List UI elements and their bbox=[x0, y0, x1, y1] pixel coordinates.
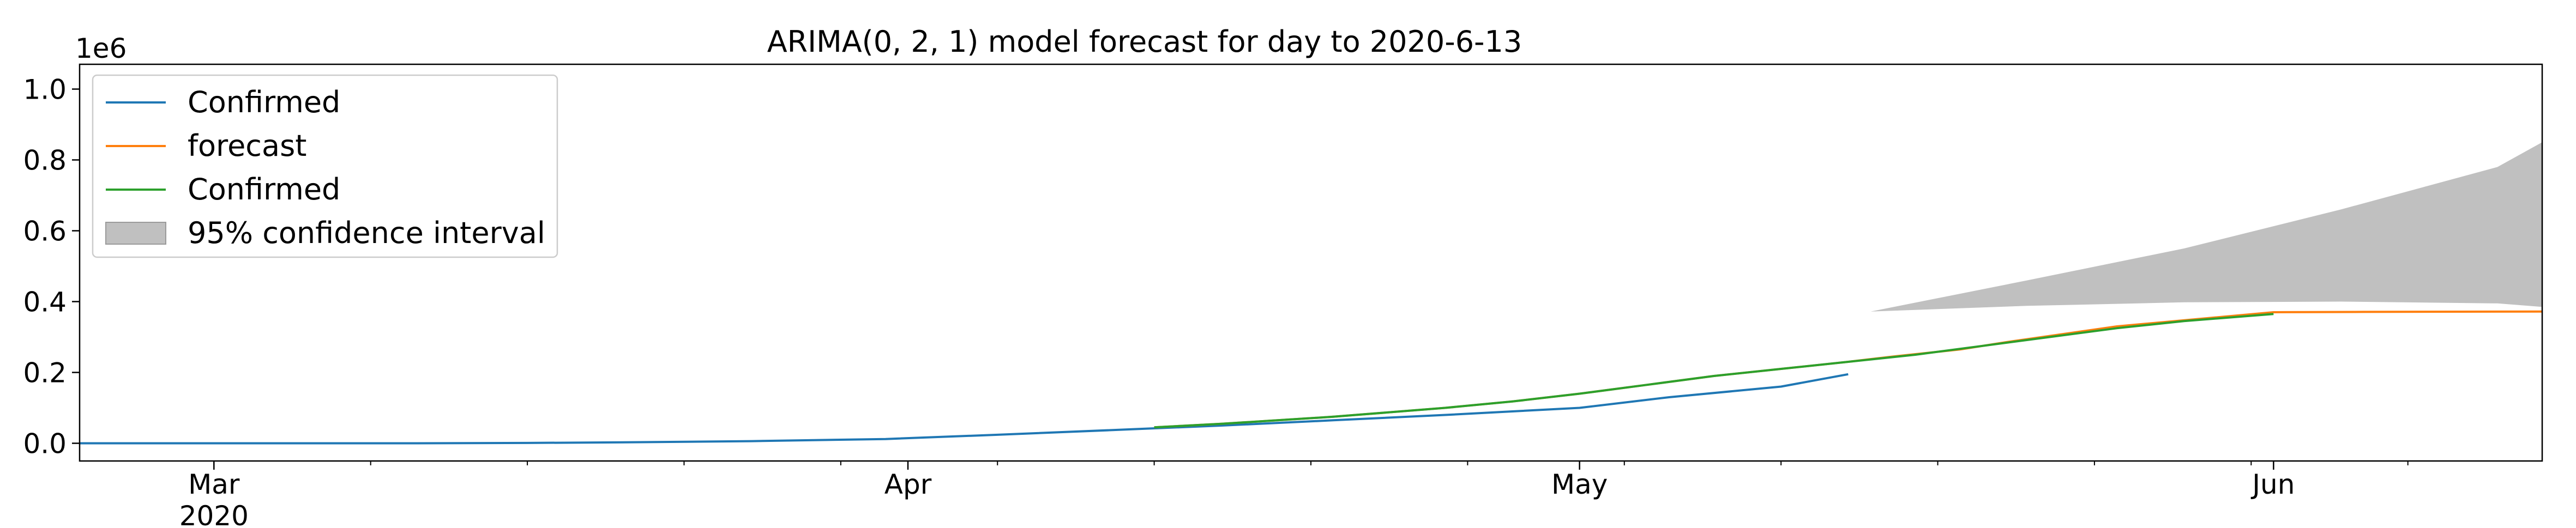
y-axis-offset-label: 1e6 bbox=[75, 33, 127, 64]
legend-label: Confirmed bbox=[188, 172, 340, 207]
series-line-3 bbox=[1154, 313, 2274, 429]
y-tick-label: 0.2 bbox=[23, 357, 67, 389]
y-tick-label: 0.4 bbox=[23, 287, 67, 318]
y-tick-label: 0.0 bbox=[23, 428, 67, 460]
x-tick-label: Apr bbox=[884, 469, 932, 500]
x-tick-label: May bbox=[1551, 469, 1608, 500]
x-tick-label: Mar bbox=[188, 469, 240, 500]
legend-label: Confirmed bbox=[188, 85, 340, 119]
legend-label: 95% confidence interval bbox=[188, 216, 545, 250]
chart-title: ARIMA(0, 2, 1) model forecast for day to… bbox=[767, 25, 1522, 59]
series-line-1 bbox=[80, 373, 1849, 445]
x-tick-sublabel: 2020 bbox=[179, 500, 249, 528]
x-tick-label: Jun bbox=[2250, 469, 2295, 500]
legend-label: forecast bbox=[188, 129, 306, 163]
confidence-interval-band bbox=[1870, 142, 2542, 312]
y-tick-label: 0.8 bbox=[23, 145, 67, 177]
legend: Confirmed forecast Confirmed 95% confidence… bbox=[92, 74, 558, 258]
series-line-2 bbox=[1154, 310, 2543, 429]
y-tick-label: 1.0 bbox=[23, 74, 67, 106]
legend-frame bbox=[92, 74, 558, 258]
legend-patch-swatch bbox=[105, 222, 166, 245]
y-tick-label: 0.6 bbox=[23, 216, 67, 247]
